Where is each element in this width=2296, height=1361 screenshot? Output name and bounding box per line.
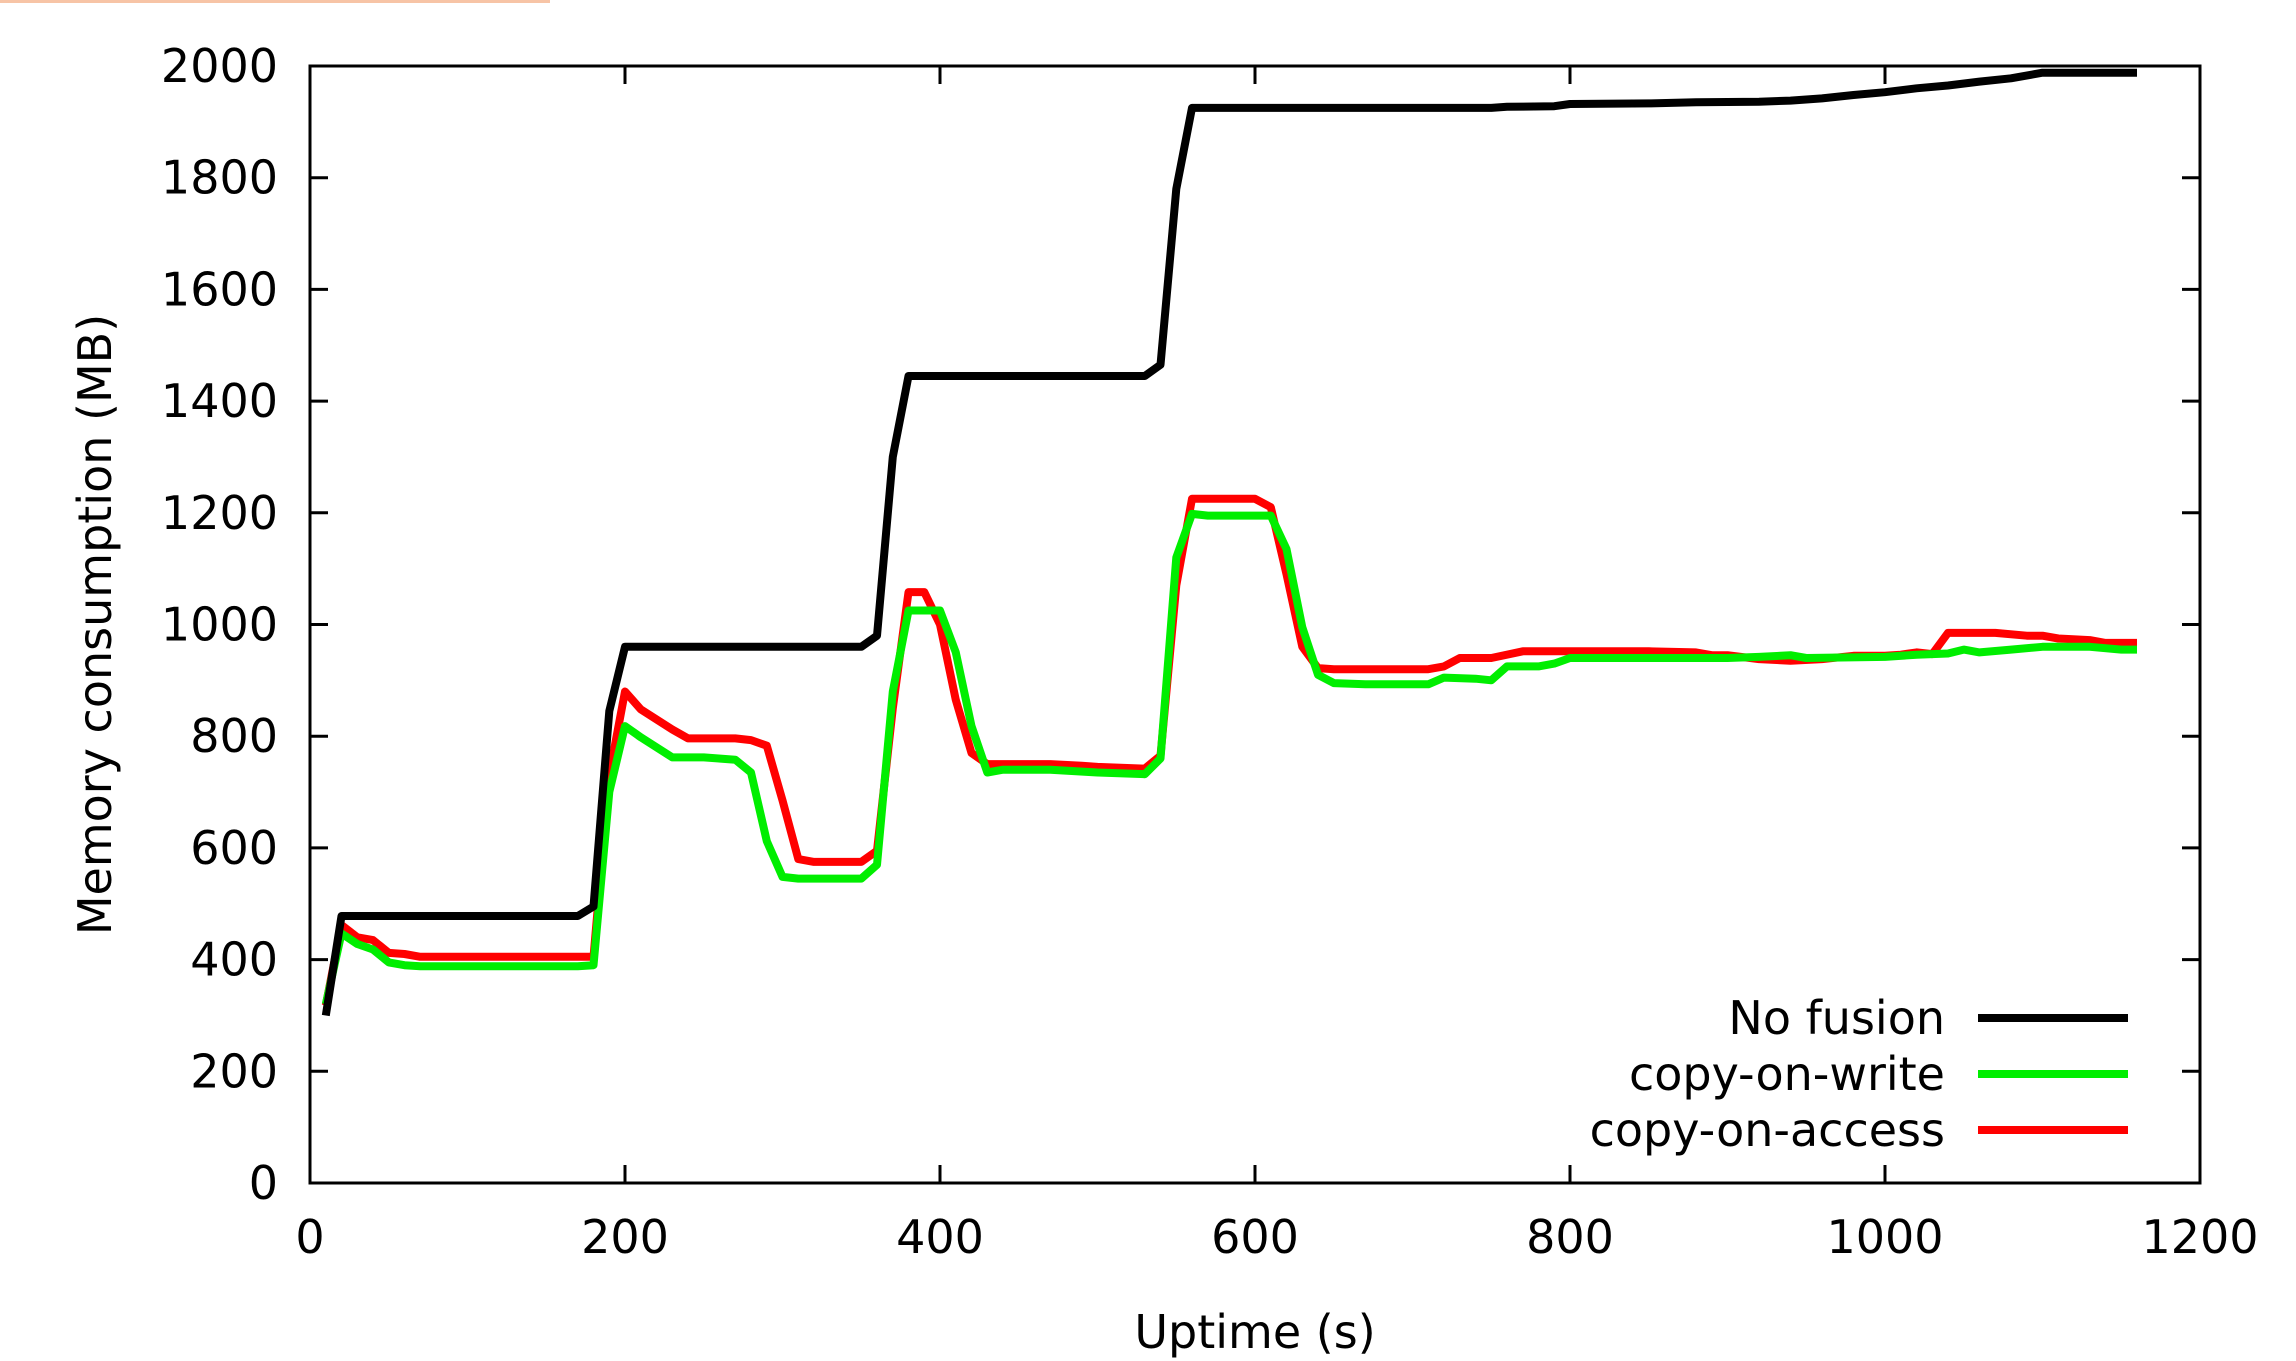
y-tick-label: 1400	[161, 374, 278, 428]
series-lines	[321, 68, 2137, 1017]
x-tick-label: 800	[1526, 1210, 1614, 1264]
y-tick-label: 600	[190, 821, 278, 875]
y-tick-label: 2000	[161, 39, 278, 93]
plot-frame	[308, 64, 2202, 1185]
y-tick-label: 1200	[161, 486, 278, 540]
x-tick-label: 400	[896, 1210, 984, 1264]
y-tick-label: 1000	[161, 598, 278, 652]
series-line-copy-on-write	[321, 509, 2137, 1006]
x-tick-label: 200	[581, 1210, 669, 1264]
x-tick-label: 1000	[1826, 1210, 1943, 1264]
axis-tick-labels: 0 200 400 600 800 1000 1200 0 200 400 600 800 1000 12…	[161, 39, 2259, 1264]
top-accent-bar	[0, 0, 550, 3]
legend-label-no-fusion: No fusion	[1728, 991, 1945, 1045]
y-tick-label: 400	[190, 933, 278, 987]
legend-label-copy-on-access: copy-on-access	[1590, 1103, 1945, 1157]
x-axis-title: Uptime (s)	[1134, 1305, 1375, 1359]
y-tick-label: 800	[190, 709, 278, 763]
y-tick-label: 1600	[161, 262, 278, 316]
y-tick-label: 0	[249, 1156, 278, 1210]
x-tick-label: 0	[295, 1210, 324, 1264]
x-tick-label: 600	[1211, 1210, 1299, 1264]
y-tick-label: 1800	[161, 151, 278, 205]
y-axis-title: Memory consumption (MB)	[68, 314, 122, 935]
series-line-no-fusion	[321, 68, 2137, 1017]
x-tick-label: 1200	[2141, 1210, 2258, 1264]
legend-label-copy-on-write: copy-on-write	[1629, 1047, 1945, 1101]
y-tick-label: 200	[190, 1044, 278, 1098]
